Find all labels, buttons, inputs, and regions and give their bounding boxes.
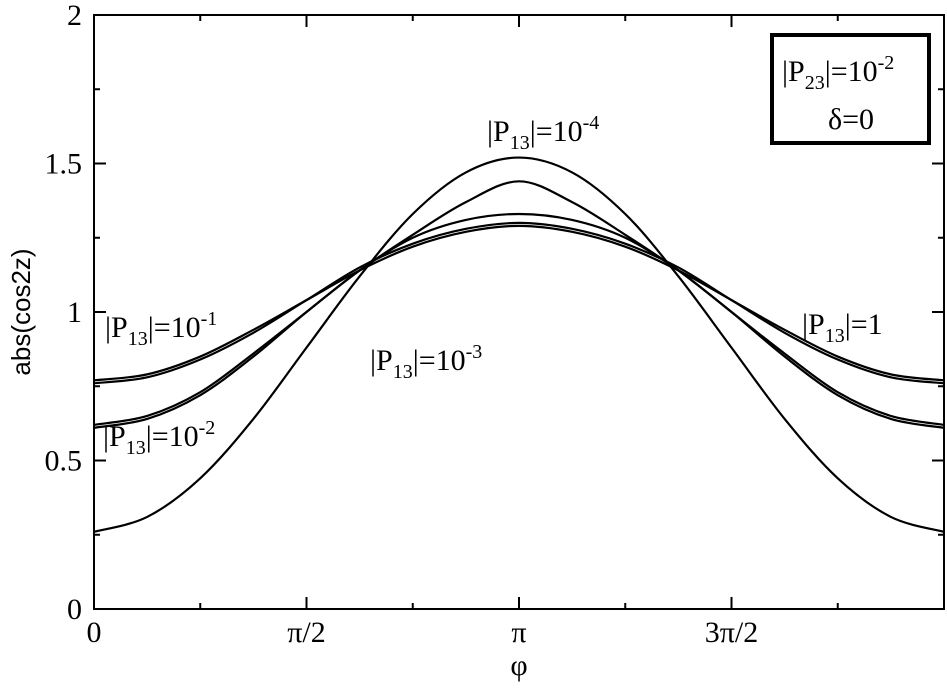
annotation-p13-1e-4: |P13|=10-4 <box>487 112 599 154</box>
y-tick-label: 2 <box>67 0 82 32</box>
series-line-4 <box>93 156 945 533</box>
y-tick-label: 0 <box>67 593 82 626</box>
legend-frame <box>770 33 931 145</box>
axis-ticks <box>93 14 945 610</box>
x-axis-label: φ <box>510 649 527 682</box>
series-curves <box>93 156 945 533</box>
x-tick-label: π <box>511 616 526 649</box>
y-tick-label: 0.5 <box>45 445 83 478</box>
series-line-3 <box>93 212 945 426</box>
y-tick-label: 1 <box>67 296 82 329</box>
annotation-p13-1: |P13|=1 <box>802 308 883 347</box>
annotation-p13-1e-1: |P13|=10-1 <box>105 308 217 350</box>
tick-labels: 0 π/2 π 3π/2 0 0.5 1 1.5 2 <box>45 0 759 649</box>
series-line-5 <box>93 180 945 429</box>
annotation-p13-1e-2: |P13|=10-2 <box>103 417 215 459</box>
x-tick-label: π/2 <box>287 616 325 649</box>
x-tick-label: 0 <box>87 616 102 649</box>
annotation-p13-1e-3: |P13|=10-3 <box>370 341 482 383</box>
y-axis-label: abs(cos2z) <box>6 248 36 375</box>
x-tick-label: 3π/2 <box>705 616 758 649</box>
y-tick-label: 1.5 <box>45 148 83 181</box>
series-line-2 <box>93 221 945 385</box>
legend-line-p23: |P23|=10-2 <box>782 52 894 94</box>
legend-box: |P23|=10-2 δ=0 <box>770 33 931 145</box>
series-line-1 <box>93 224 945 382</box>
legend-line-delta: δ=0 <box>828 103 874 136</box>
